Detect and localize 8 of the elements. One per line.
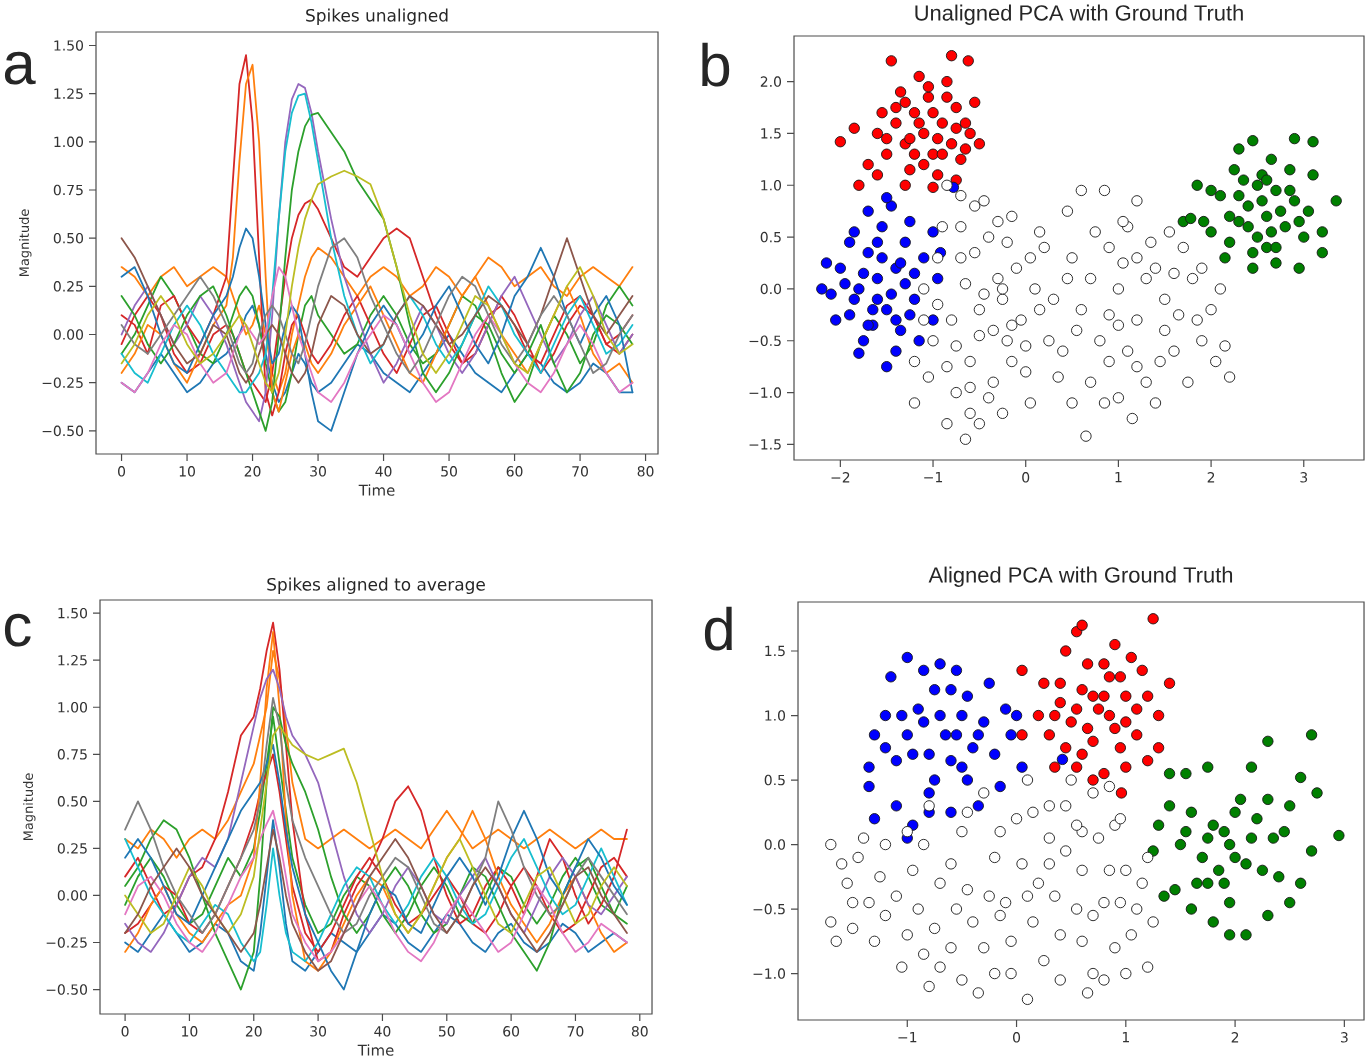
chart-title: Spikes aligned to average (267, 577, 485, 595)
text: a (4, 51, 36, 85)
text: b (702, 42, 730, 87)
chart-title: Aligned PCA with Ground Truth (928, 566, 1233, 587)
chart-title: Spikes unaligned (306, 8, 448, 25)
text: d (704, 606, 732, 651)
text: c (4, 613, 31, 647)
chart-title: Unaligned PCA with Ground Truth (915, 4, 1243, 25)
